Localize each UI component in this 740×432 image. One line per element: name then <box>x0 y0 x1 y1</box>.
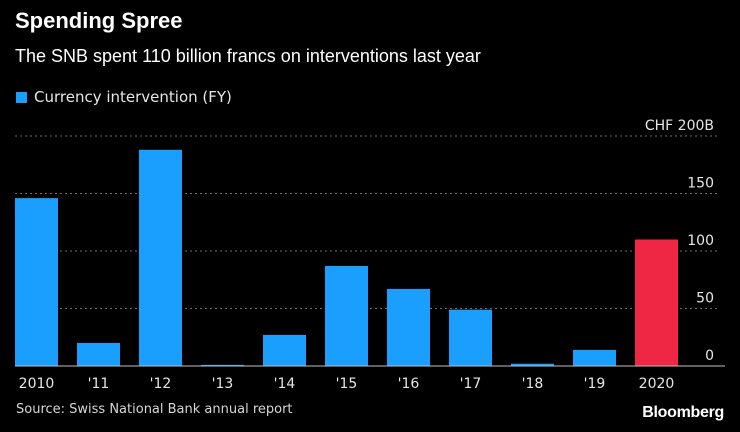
x-tick-label: 2010 <box>19 376 55 392</box>
bloomberg-logo: Bloomberg <box>642 404 724 421</box>
y-tick-label: 50 <box>696 291 714 307</box>
bar <box>449 309 492 366</box>
x-tick-label: '18 <box>522 376 544 392</box>
bar <box>201 364 244 366</box>
bar <box>77 343 120 366</box>
x-tick-label: '14 <box>274 376 296 392</box>
x-tick-label: '19 <box>584 376 606 392</box>
y-tick-label: 150 <box>687 176 714 192</box>
x-tick-label: '11 <box>88 376 110 392</box>
x-tick-label: 2020 <box>639 376 675 392</box>
chart-title: Spending Spree <box>15 8 183 33</box>
x-tick-label: '16 <box>398 376 420 392</box>
bar <box>511 363 554 366</box>
y-tick-label: 0 <box>705 348 714 364</box>
legend-label: Currency intervention (FY) <box>34 88 232 106</box>
x-tick-label: '15 <box>336 376 358 392</box>
source-note: Source: Swiss National Bank annual repor… <box>16 402 293 417</box>
legend: Currency intervention (FY) <box>16 88 232 106</box>
bar <box>139 149 182 366</box>
bar <box>573 349 616 366</box>
bar <box>387 288 430 366</box>
y-tick-label: 100 <box>687 233 714 249</box>
chart-subtitle: The SNB spent 110 billion francs on inte… <box>15 46 481 66</box>
bar <box>635 239 678 366</box>
legend-swatch <box>16 91 27 103</box>
bar <box>263 334 306 366</box>
bar <box>15 198 58 366</box>
y-tick-label: CHF 200B <box>645 118 714 134</box>
x-tick-label: '12 <box>150 376 172 392</box>
bar <box>325 265 368 366</box>
x-tick-label: '13 <box>212 376 234 392</box>
x-tick-label: '17 <box>460 376 482 392</box>
